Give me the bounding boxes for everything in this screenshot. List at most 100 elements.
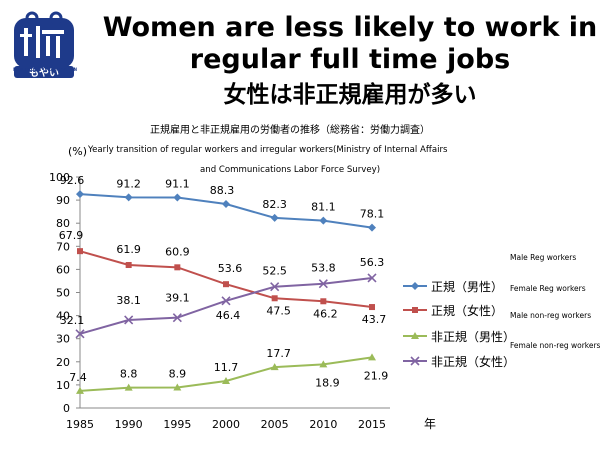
series-1: 92.6 91.2 91.1 88.3 82.3 81.1 78.1 [60, 174, 385, 232]
legend-label-en: Female Reg workers [510, 284, 586, 293]
x-tick-label: 1985 [66, 418, 94, 431]
series-2: 67.9 61.9 60.9 53.6 47.5 46.2 43.7 [59, 229, 387, 326]
legend-item-2: 正規（女性） Female Reg workers [403, 284, 586, 318]
data-label: 17.7 [266, 347, 291, 360]
data-label: 92.6 [60, 174, 85, 187]
data-point [271, 295, 278, 302]
y-tick-label: 20 [56, 356, 70, 369]
data-label: 32.1 [60, 314, 85, 327]
legend: 正規（男性） Male Reg workers 正規（女性） Female Reg w… [403, 253, 600, 369]
data-point [368, 223, 376, 232]
data-label: 91.2 [116, 177, 141, 190]
logo-text: もやい [29, 67, 59, 79]
data-label: 21.9 [364, 369, 389, 382]
data-point [270, 363, 279, 371]
data-label: 60.9 [165, 245, 190, 258]
y-tick-label: 0 [63, 402, 70, 415]
data-point [221, 296, 231, 306]
data-point [124, 383, 133, 391]
data-label: 81.1 [311, 201, 336, 214]
chart-subtitle-line-2: and Communications Labor Force Survey) [200, 165, 380, 175]
x-tick-label: 1995 [163, 418, 191, 431]
data-point [270, 213, 279, 222]
data-point [76, 386, 84, 394]
data-label: 38.1 [116, 294, 141, 307]
data-point [223, 281, 229, 288]
series-4: 32.1 38.1 39.1 46.4 52.5 53.8 56.3 [60, 256, 385, 339]
series-layer: 92.6 91.2 91.1 88.3 82.3 81.1 78.1 67.9 61.9 60.9… [59, 174, 388, 394]
series-3: 7.4 8.8 8.9 11.7 17.7 18.9 21.9 [69, 347, 388, 394]
legend-marker [411, 282, 419, 290]
data-point [173, 193, 182, 202]
data-label: 8.8 [120, 368, 138, 381]
legend-marker [411, 332, 419, 339]
data-point [124, 315, 134, 325]
legend-label-en: Male Reg workers [510, 253, 576, 262]
data-label: 46.4 [216, 309, 241, 322]
data-point [172, 313, 182, 323]
legend-label: 非正規（男性） [431, 329, 515, 344]
data-label: 46.2 [313, 307, 338, 320]
x-tick-label: 2015 [358, 418, 386, 431]
data-point [124, 193, 133, 202]
data-label: 39.1 [165, 292, 190, 305]
data-point [368, 353, 376, 361]
data-label: 56.3 [360, 256, 385, 269]
y-tick-label: 10 [56, 379, 70, 392]
x-tick-label: 2005 [261, 418, 289, 431]
y-tick-label: 100 [49, 171, 70, 184]
data-label: 67.9 [59, 229, 84, 242]
data-label: 88.3 [210, 184, 235, 197]
legend-label: 正規（男性） [431, 279, 503, 294]
data-point [76, 190, 84, 199]
data-point [319, 360, 328, 368]
title-line-2: regular full time jobs [189, 44, 511, 75]
data-label: 61.9 [116, 243, 141, 256]
y-tick-label: 80 [56, 217, 70, 230]
legend-item-1: 正規（男性） Male Reg workers [403, 253, 576, 294]
data-label: 8.9 [169, 367, 187, 380]
moyai-logo: もやい [14, 11, 74, 79]
data-point [77, 248, 83, 255]
y-tick-label: 60 [56, 263, 70, 276]
x-tick-label: 1990 [115, 418, 143, 431]
legend-label: 非正規（女性） [431, 354, 515, 369]
data-label: 91.1 [165, 178, 190, 191]
legend-marker [410, 356, 420, 366]
data-label: 78.1 [360, 208, 385, 221]
data-point [319, 216, 328, 225]
legend-item-3: 非正規（男性） Male non-reg workers [403, 311, 591, 344]
x-tick-label: 2010 [309, 418, 337, 431]
data-label: 7.4 [69, 371, 87, 384]
data-point [222, 200, 230, 209]
data-label: 11.7 [214, 361, 239, 374]
legend-label: 正規（女性） [431, 303, 503, 318]
x-axis-label: 年 [424, 417, 436, 431]
y-tick-label: 50 [56, 287, 70, 300]
title-line-1: Women are less likely to work in [102, 12, 598, 43]
legend-item-4: 非正規（女性） Female non-reg workers [403, 341, 600, 369]
data-point [367, 273, 377, 283]
data-point [222, 376, 230, 384]
y-tick-label: 70 [56, 240, 70, 253]
y-tick-label: 40 [56, 310, 70, 323]
title-line-3: 女性は非正規雇用が多い [223, 82, 477, 108]
data-label: 53.6 [218, 262, 243, 275]
data-point [174, 264, 181, 271]
data-label: 43.7 [362, 313, 387, 326]
data-label: 18.9 [315, 376, 340, 389]
y-tick-label: 90 [56, 194, 70, 207]
data-point [75, 329, 85, 339]
chart-title: 正規雇用と非正規雇用の労働者の推移（総務省：労働力調査） [150, 123, 430, 136]
logo-subtitle: NON-PROFIT ORGANIZATION [13, 67, 77, 72]
data-label: 82.3 [262, 198, 287, 211]
y-tick-label: 30 [56, 333, 70, 346]
x-tick-label: 2000 [212, 418, 240, 431]
data-label: 47.5 [266, 304, 291, 317]
axes: 0 10 20 30 40 50 60 70 80 90 100 1985 1990 1995 2000 20… [49, 171, 390, 431]
legend-label-en: Female non-reg workers [510, 341, 600, 350]
data-label: 52.5 [262, 265, 287, 278]
y-axis-label: (%) [68, 145, 87, 158]
